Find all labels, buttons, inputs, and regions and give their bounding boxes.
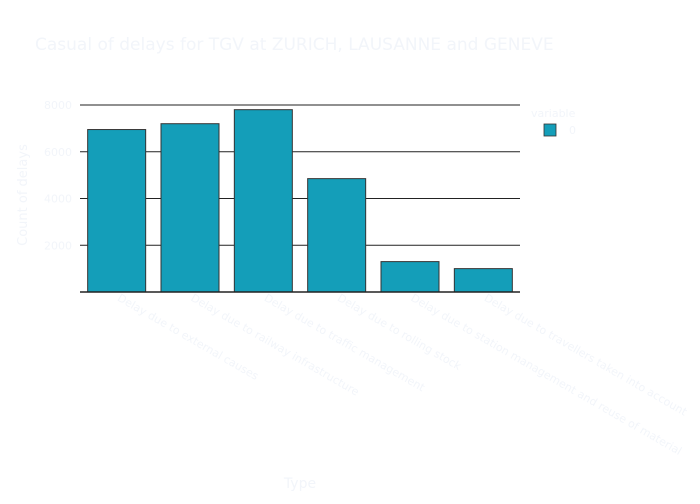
- x-tick-label: Delay due to station management and reus…: [409, 291, 684, 458]
- legend-swatch[interactable]: [543, 123, 557, 137]
- legend-entry[interactable]: 0: [569, 124, 576, 137]
- x-tick-label: Delay due to external causes: [115, 291, 261, 383]
- y-tick-label: 2000: [44, 239, 72, 252]
- legend-title: variable: [531, 107, 576, 120]
- bar-layer: [87, 109, 513, 293]
- bar[interactable]: [233, 109, 293, 293]
- y-tick-label: 4000: [44, 193, 72, 206]
- y-tick-layer: 2000 4000 6000 8000: [44, 99, 72, 252]
- bar[interactable]: [87, 129, 147, 293]
- grid-layer: [80, 104, 520, 246]
- y-tick-label: 6000: [44, 146, 72, 159]
- x-axis-label: Type: [283, 476, 316, 492]
- bar[interactable]: [453, 268, 513, 293]
- x-tick-label: Delay due to rolling stock: [335, 291, 464, 373]
- chart-title: Casual of delays for TGV at ZURICH, LAUS…: [35, 35, 554, 55]
- legend: variable 0: [531, 107, 576, 137]
- x-tick-layer: Delay due to external causes Delay due to…: [115, 291, 690, 458]
- bar[interactable]: [307, 178, 367, 293]
- bar[interactable]: [380, 261, 440, 293]
- bar[interactable]: [160, 123, 220, 293]
- y-axis-label: Count of delays: [16, 144, 31, 246]
- y-tick-label: 8000: [44, 99, 72, 112]
